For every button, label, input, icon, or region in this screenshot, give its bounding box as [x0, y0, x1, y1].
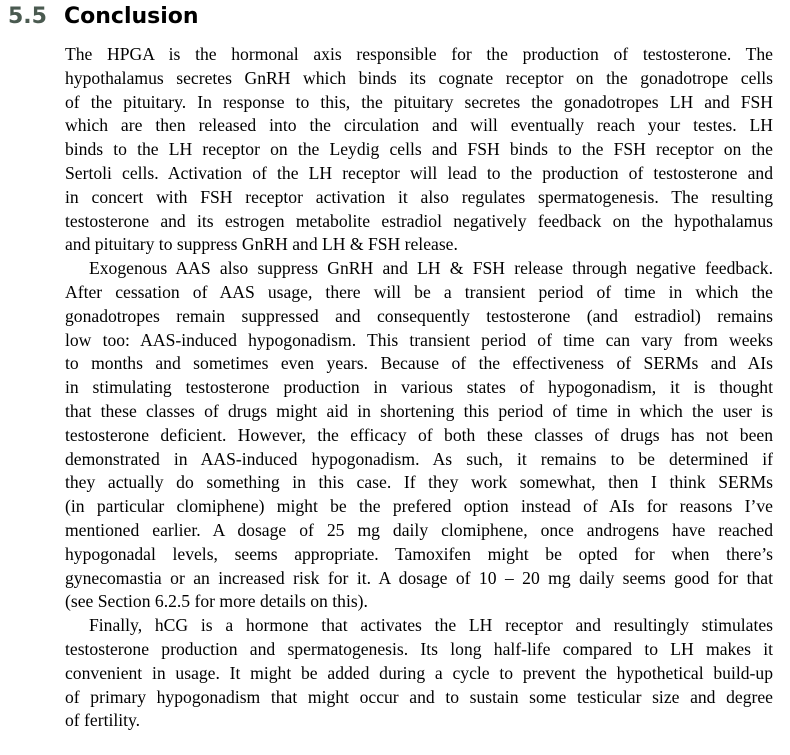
section-title: Conclusion — [64, 4, 199, 29]
paragraph-line: (in particular clomiphene) might be the … — [65, 496, 773, 517]
paragraph-line: which are then released into the circula… — [65, 115, 773, 136]
paragraph-line: (see Section 6.2.5 for more details on t… — [65, 591, 368, 612]
paragraph-line: Sertoli cells. Activation of the LH rece… — [65, 162, 773, 183]
paragraph-line: of primary hypogonadism that might occur… — [65, 686, 773, 707]
paragraph-line: testosterone production and spermatogene… — [65, 638, 773, 659]
paragraph-line: that these classes of drugs might aid in… — [65, 400, 773, 421]
paragraph-line: testosterone deficient. However, the eff… — [65, 424, 773, 445]
paragraph-line: gonadotropes remain suppressed and conse… — [65, 305, 773, 326]
paragraph-line: to months and sometimes even years. Beca… — [65, 353, 773, 374]
section-heading: 5.5 Conclusion — [8, 4, 199, 29]
paragraph-line: gynecomastia or an increased risk for it… — [65, 567, 773, 588]
paragraph-line: mentioned earlier. A dosage of 25 mg dai… — [65, 519, 773, 540]
paragraph-line: After cessation of AAS usage, there will… — [65, 281, 773, 302]
paragraph-line: convenient in usage. It might be added d… — [65, 662, 773, 683]
paragraph-line: in concert with FSH receptor activation … — [65, 186, 773, 207]
paragraph-line: in stimulating testosterone production i… — [65, 377, 773, 398]
paragraph-line: of the pituitary. In response to this, t… — [65, 91, 773, 112]
paragraph-line: Finally, hCG is a hormone that activates… — [89, 615, 773, 636]
paragraph-line: demonstrated in AAS-induced hypogonadism… — [65, 448, 773, 469]
paragraph-line: hypothalamus secretes GnRH which binds i… — [65, 67, 773, 88]
paragraph-line: low too: AAS-induced hypogonadism. This … — [65, 329, 773, 350]
paragraph-line: binds to the LH receptor on the Leydig c… — [65, 139, 773, 160]
section-number: 5.5 — [8, 4, 47, 29]
paragraph-line: of fertility. — [65, 710, 141, 731]
paragraph-line: Exogenous AAS also suppress GnRH and LH … — [89, 258, 773, 279]
paragraph-line: they actually do something in this case.… — [65, 472, 773, 493]
paragraph-line: testosterone and its estrogen metabolite… — [65, 210, 773, 231]
paragraph-line: and pituitary to suppress GnRH and LH & … — [65, 234, 458, 255]
section-body: The HPGA is the hormonal axis responsibl… — [65, 43, 773, 733]
paragraph-line: hypogonadal levels, seems appropriate. T… — [65, 543, 773, 564]
paragraph-line: The HPGA is the hormonal axis responsibl… — [65, 44, 773, 64]
